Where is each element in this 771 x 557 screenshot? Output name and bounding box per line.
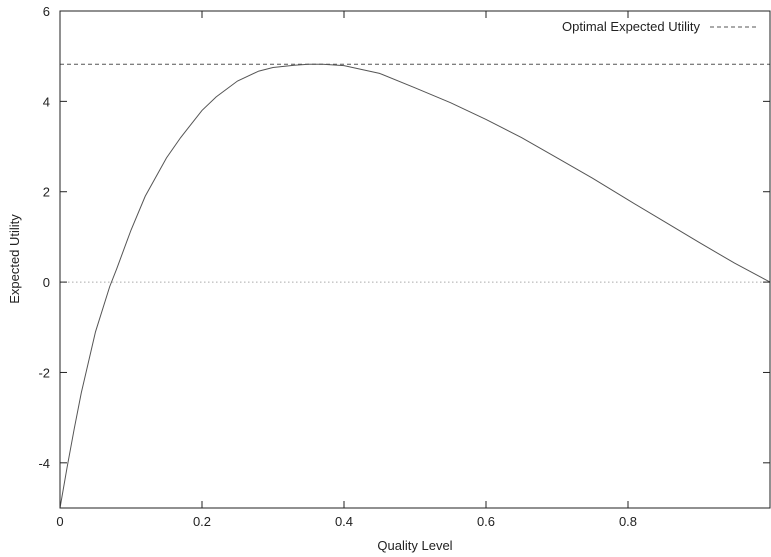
y-tick-label: -4 [38, 456, 50, 471]
plot-area [59, 63, 771, 509]
axis-ticks: 0 0.2 0.4 0.6 0.8 -4 -2 0 2 4 6 [38, 4, 770, 529]
x-tick-label: 0.2 [193, 514, 211, 529]
y-tick-label: 4 [43, 94, 50, 109]
legend-label-optimal: Optimal Expected Utility [562, 19, 700, 34]
x-tick-label: 0.4 [335, 514, 353, 529]
x-tick-label: 0.6 [477, 514, 495, 529]
y-tick-label: -2 [38, 365, 50, 380]
series-line-expected-utility [59, 63, 771, 509]
plot-frame [59, 10, 771, 509]
y-tick-label: 2 [43, 185, 50, 200]
y-tick-label: 0 [43, 275, 50, 290]
x-tick-label: 0 [56, 514, 63, 529]
legend: Optimal Expected Utility [562, 19, 757, 34]
x-axis-label: Quality Level [377, 538, 452, 553]
x-tick-label: 0.8 [619, 514, 637, 529]
y-axis-label: Expected Utility [7, 214, 22, 304]
y-tick-label: 6 [43, 4, 50, 19]
